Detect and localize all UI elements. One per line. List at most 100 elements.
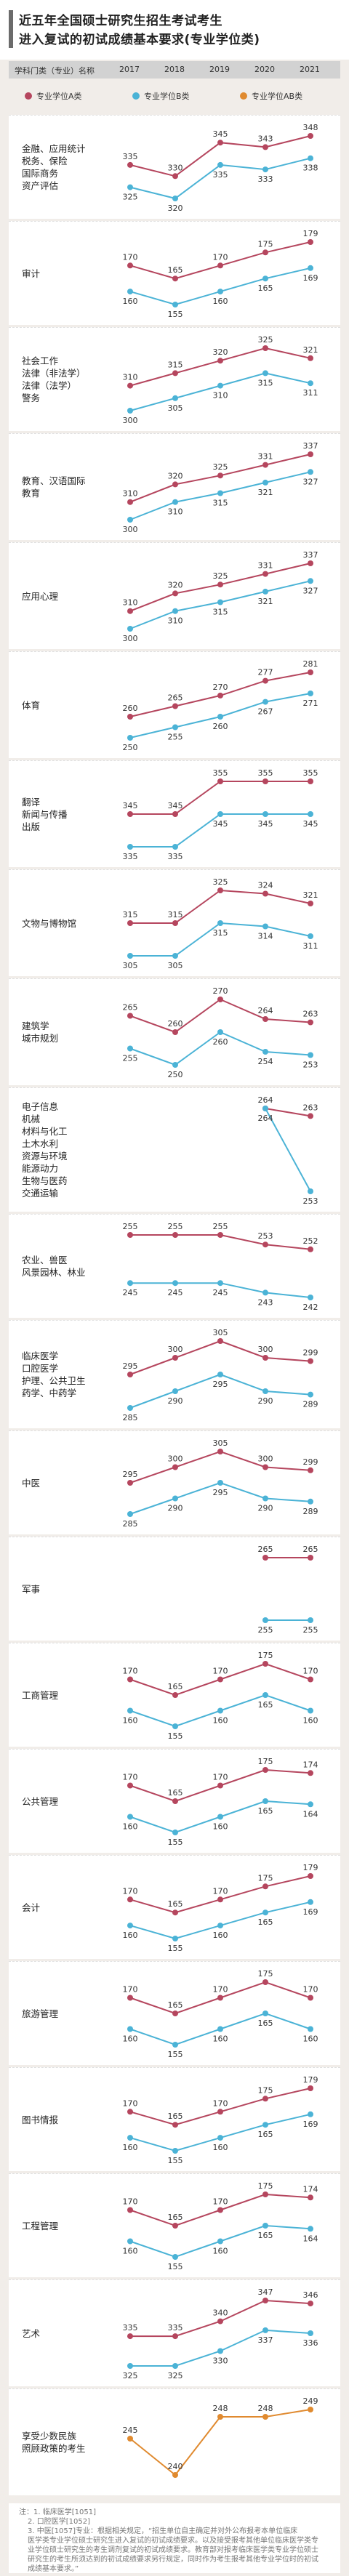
data-point-b xyxy=(217,1372,223,1377)
series-line-a xyxy=(129,998,311,1034)
data-label-b: 160 xyxy=(123,1931,138,1940)
chart-panel: 艺术 335 335 340 347 346 325 325 330 337 336 xyxy=(9,2279,340,2386)
data-point-b xyxy=(262,1495,268,1502)
data-point-a xyxy=(127,2333,133,2340)
data-label-a: 331 xyxy=(258,561,273,571)
data-label-a: 310 xyxy=(123,598,138,608)
data-label-b: 160 xyxy=(213,2034,228,2044)
data-label-a: 165 xyxy=(168,1682,183,1691)
series-line-a xyxy=(130,781,310,815)
data-point-b xyxy=(127,517,133,523)
data-point-b xyxy=(172,1830,178,1835)
data-label-b: 155 xyxy=(168,1944,183,1953)
data-point-b xyxy=(308,2026,313,2032)
category-label-line: 图书情报 xyxy=(22,2114,59,2125)
data-label-a: 324 xyxy=(258,881,273,890)
data-point-a xyxy=(172,1355,178,1361)
category-label: 临床医学 口腔医学 护理、公共卫生 药学、中药学 xyxy=(22,1350,86,1399)
data-point-a xyxy=(217,887,223,893)
line-chart: 265 260 270 264 263 255 250 260 254 253 xyxy=(123,986,318,1079)
data-label-a: 170 xyxy=(123,1886,138,1896)
data-point-b xyxy=(127,2238,133,2245)
data-point-a xyxy=(262,462,268,468)
data-label-a: 264 xyxy=(258,1095,273,1105)
category-label: 教育、汉语国际 教育 xyxy=(22,475,86,499)
category-label-line: 公共管理 xyxy=(22,1795,59,1807)
chart-panel: 农业、兽医 风景园林、林业 255 255 255 253 252 245 245 245 243 2… xyxy=(9,1214,340,1318)
data-point-b xyxy=(217,714,223,720)
data-point-a xyxy=(217,358,223,364)
data-point-b xyxy=(262,1617,268,1623)
data-label-b: 295 xyxy=(213,1488,228,1497)
data-label-b: 285 xyxy=(123,1519,138,1529)
data-label-b: 311 xyxy=(303,941,318,951)
data-label-b: 335 xyxy=(213,170,228,180)
data-label-b: 321 xyxy=(258,597,273,606)
page-title: 近五年全国硕士研究生招生考试考生 xyxy=(19,14,222,28)
data-label-b: 267 xyxy=(258,707,273,717)
data-point-a xyxy=(217,1449,223,1454)
data-point-b xyxy=(262,588,268,595)
data-point-b xyxy=(262,370,268,377)
data-point-b xyxy=(308,1498,313,1505)
data-label-a: 335 xyxy=(123,2323,138,2333)
chart-panel: 电子信息 机械 材料与化工 土木水利 资源与环境 能源动力 生物与医药 交通运输 264 263 2… xyxy=(9,1087,340,1212)
category-label-line: 药学、中药学 xyxy=(22,1388,77,1398)
data-label-a: 252 xyxy=(303,1236,318,1246)
data-label-b: 169 xyxy=(303,2120,318,2129)
data-point-a xyxy=(262,345,268,351)
data-point-ab xyxy=(172,2472,178,2478)
data-point-b xyxy=(127,1511,133,1517)
data-label-a: 170 xyxy=(213,2197,228,2207)
line-chart: 170 165 170 175 179 160 155 160 165 169 xyxy=(123,1863,318,1953)
data-point-b xyxy=(262,479,268,486)
data-label-a: 337 xyxy=(303,550,318,560)
category-label-line: 工商管理 xyxy=(22,1689,59,1701)
chart-panel: 公共管理 170 165 170 175 174 160 155 160 165 164 xyxy=(9,1749,340,1853)
data-label-a: 175 xyxy=(258,2181,273,2191)
data-label-b: 330 xyxy=(213,2356,228,2366)
data-label-a: 320 xyxy=(168,580,183,589)
data-label-a: 305 xyxy=(213,1328,228,1337)
data-point-b xyxy=(308,1617,313,1623)
data-label-b: 260 xyxy=(213,1037,228,1047)
data-point-b xyxy=(217,1280,223,1287)
legend: 专业学位A类 专业学位B类 专业学位AB类 xyxy=(9,80,340,112)
data-label-a: 265 xyxy=(303,1545,318,1554)
data-label-b: 300 xyxy=(123,634,138,643)
series-line-a xyxy=(265,1108,311,1117)
data-point-a xyxy=(217,997,223,1002)
data-label-b: 345 xyxy=(303,819,318,829)
data-point-a xyxy=(127,382,133,389)
category-label-line: 法律（非法学） xyxy=(22,368,86,379)
data-label-a: 265 xyxy=(123,1003,138,1013)
data-label-a: 325 xyxy=(258,335,273,345)
note-line: 2. 口腔医学[1052] xyxy=(28,2518,90,2526)
data-point-a xyxy=(308,778,313,784)
data-point-b xyxy=(308,1707,313,1714)
data-label-a: 320 xyxy=(168,471,183,480)
data-point-b xyxy=(262,2223,268,2229)
line-chart: 170 165 170 175 170 160 155 160 165 160 xyxy=(123,1651,318,1741)
data-label-b: 305 xyxy=(123,961,138,970)
data-point-a xyxy=(308,133,313,139)
data-point-a xyxy=(172,1029,178,1035)
data-point-a xyxy=(262,249,268,256)
series-line-a xyxy=(129,1340,311,1375)
data-point-a xyxy=(262,677,268,684)
data-point-a xyxy=(262,2191,268,2197)
data-point-b xyxy=(308,1295,313,1300)
data-label-a: 335 xyxy=(123,152,138,161)
category-label-line: 享受少数民族 xyxy=(22,2431,77,2442)
data-label-b: 295 xyxy=(213,1380,228,1389)
data-point-a xyxy=(127,161,133,168)
data-label-a: 345 xyxy=(213,129,228,139)
category-label-line: 农业、兽医 xyxy=(22,1255,68,1265)
chart-panel: 应用心理 310 320 325 331 337 300 310 315 321 327 xyxy=(9,542,340,649)
line-chart: 170 165 170 175 174 160 155 160 165 164 xyxy=(123,2181,318,2271)
data-label-b: 155 xyxy=(168,2050,183,2059)
data-label-b: 315 xyxy=(213,928,228,938)
data-point-b xyxy=(172,2148,178,2154)
data-point-b xyxy=(217,1029,223,1035)
data-point-a xyxy=(308,1676,313,1683)
